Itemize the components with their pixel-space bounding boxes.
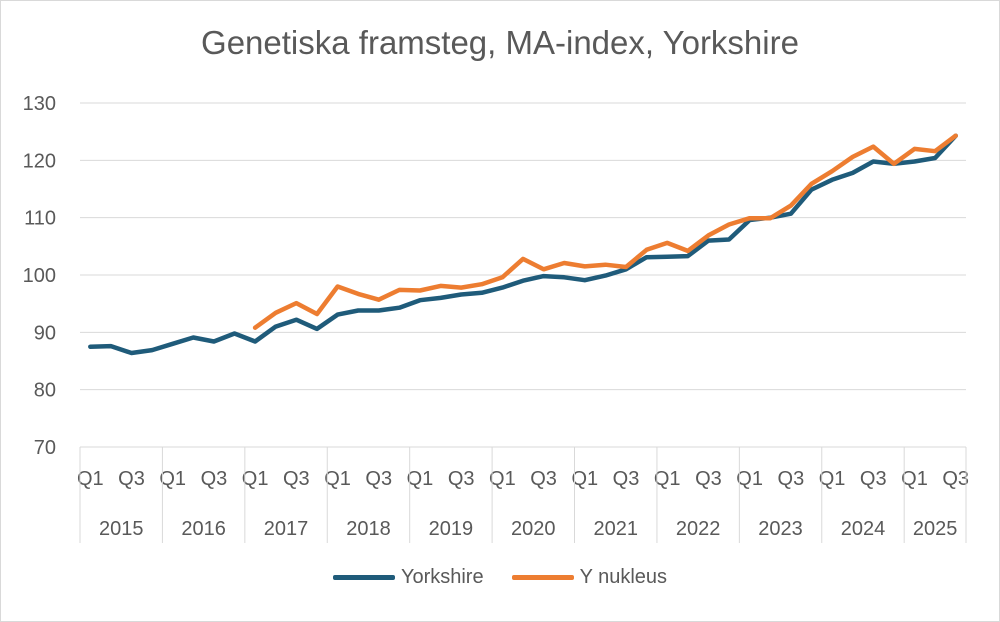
y-tick-label: 80 bbox=[34, 380, 56, 402]
legend: Yorkshire Y nukleus bbox=[0, 566, 1000, 589]
series-line-y-nukleus bbox=[252, 133, 958, 330]
x-tick-year: 2021 bbox=[593, 518, 638, 540]
x-tick-year: 2016 bbox=[181, 518, 226, 540]
y-tick-label: 70 bbox=[34, 437, 56, 459]
x-tick-quarter: Q1 bbox=[489, 468, 516, 490]
legend-item-yorkshire: Yorkshire bbox=[332, 566, 484, 589]
x-tick-quarter: Q1 bbox=[324, 468, 351, 490]
y-tick-label: 130 bbox=[23, 93, 56, 115]
x-tick-year: 2015 bbox=[99, 518, 144, 540]
x-tick-quarter: Q1 bbox=[242, 468, 269, 490]
x-tick-quarter: Q1 bbox=[901, 468, 928, 490]
x-tick-quarter: Q3 bbox=[613, 468, 640, 490]
chart-title: Genetiska framsteg, MA-index, Yorkshire bbox=[201, 24, 799, 61]
x-tick-quarter: Q3 bbox=[778, 468, 805, 490]
y-axis: 70 80 90 100 110 120 130 bbox=[23, 93, 56, 459]
x-tick-quarter: Q3 bbox=[860, 468, 887, 490]
x-tick-year: 2025 bbox=[913, 518, 958, 540]
y-tick-label: 100 bbox=[23, 265, 56, 287]
legend-swatch-y-nukleus bbox=[511, 575, 574, 580]
x-tick-quarter: Q3 bbox=[942, 468, 969, 490]
x-tick-year: 2020 bbox=[511, 518, 556, 540]
legend-label-y-nukleus: Y nukleus bbox=[579, 566, 668, 588]
x-tick-year: 2017 bbox=[264, 518, 309, 540]
x-tick-year: 2024 bbox=[841, 518, 886, 540]
x-tick-quarter: Q3 bbox=[201, 468, 228, 490]
x-tick-year: 2022 bbox=[676, 518, 721, 540]
x-tick-quarter: Q1 bbox=[736, 468, 763, 490]
y-tick-label: 90 bbox=[34, 322, 56, 344]
series-lines bbox=[88, 133, 958, 356]
x-tick-quarter: Q1 bbox=[407, 468, 434, 490]
x-tick-year: 2023 bbox=[758, 518, 803, 540]
legend-item-y-nukleus: Y nukleus bbox=[511, 566, 668, 589]
x-tick-quarter: Q3 bbox=[118, 468, 145, 490]
x-tick-quarter: Q3 bbox=[365, 468, 392, 490]
y-tick-label: 120 bbox=[23, 150, 56, 172]
x-tick-quarter: Q1 bbox=[77, 468, 104, 490]
x-tick-year: 2018 bbox=[346, 518, 391, 540]
x-tick-year: 2019 bbox=[429, 518, 474, 540]
series-line-yorkshire bbox=[88, 133, 958, 356]
y-tick-label: 110 bbox=[24, 208, 56, 230]
legend-swatch-yorkshire bbox=[332, 575, 395, 580]
x-tick-quarter: Q3 bbox=[283, 468, 310, 490]
x-tick-quarter: Q1 bbox=[159, 468, 186, 490]
x-tick-quarter: Q1 bbox=[819, 468, 846, 490]
gridlines bbox=[80, 102, 966, 448]
x-tick-quarter: Q3 bbox=[448, 468, 475, 490]
x-tick-quarter: Q3 bbox=[695, 468, 722, 490]
legend-label-yorkshire: Yorkshire bbox=[400, 566, 484, 588]
x-axis: Q1 Q3 Q1 Q3 Q1 Q3 Q1 Q3 Q1 Q3 Q1 Q3 Q1 Q3 Q1 Q3 Q1 Q3 Q1 Q3… bbox=[77, 447, 969, 543]
x-tick-quarter: Q1 bbox=[654, 468, 681, 490]
x-tick-quarter: Q3 bbox=[530, 468, 557, 490]
x-tick-quarter: Q1 bbox=[571, 468, 598, 490]
